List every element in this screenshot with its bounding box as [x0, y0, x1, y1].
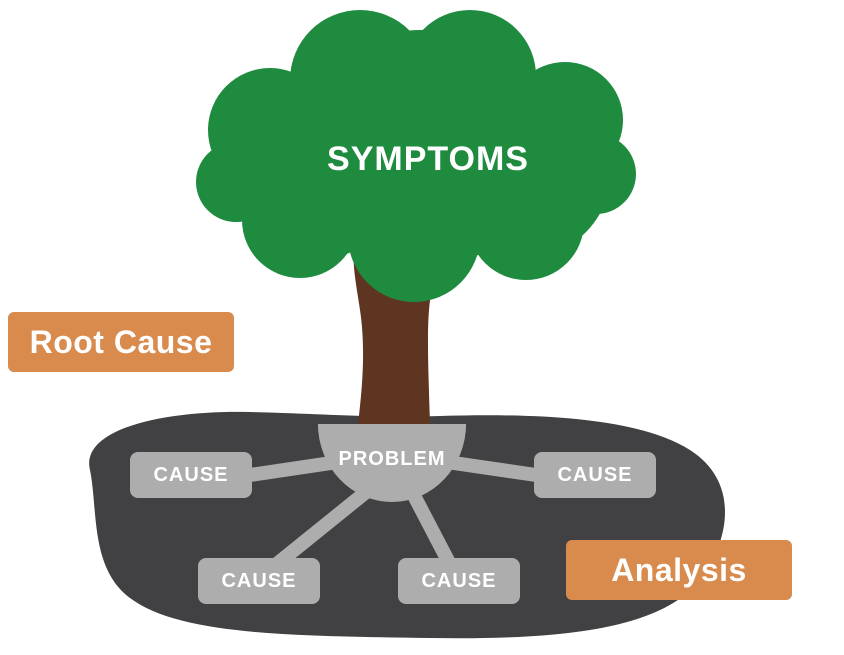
cause-box-2: CAUSE [198, 558, 320, 604]
cause-label: CAUSE [557, 464, 632, 487]
problem-label: PROBLEM [312, 448, 472, 471]
analysis-badge: Analysis [566, 540, 792, 600]
cause-label: CAUSE [221, 570, 296, 593]
diagram-stage: SYMPTOMS PROBLEM CAUSE CAUSE CAUSE CAUSE… [0, 0, 844, 655]
cause-box-1: CAUSE [130, 452, 252, 498]
cause-label: CAUSE [421, 570, 496, 593]
analysis-text: Analysis [611, 552, 747, 589]
cause-box-3: CAUSE [398, 558, 520, 604]
symptoms-label: SYMPTOMS [278, 140, 578, 179]
root-cause-badge: Root Cause [8, 312, 234, 372]
cause-label: CAUSE [153, 464, 228, 487]
cause-box-4: CAUSE [534, 452, 656, 498]
root-cause-text: Root Cause [30, 324, 213, 361]
